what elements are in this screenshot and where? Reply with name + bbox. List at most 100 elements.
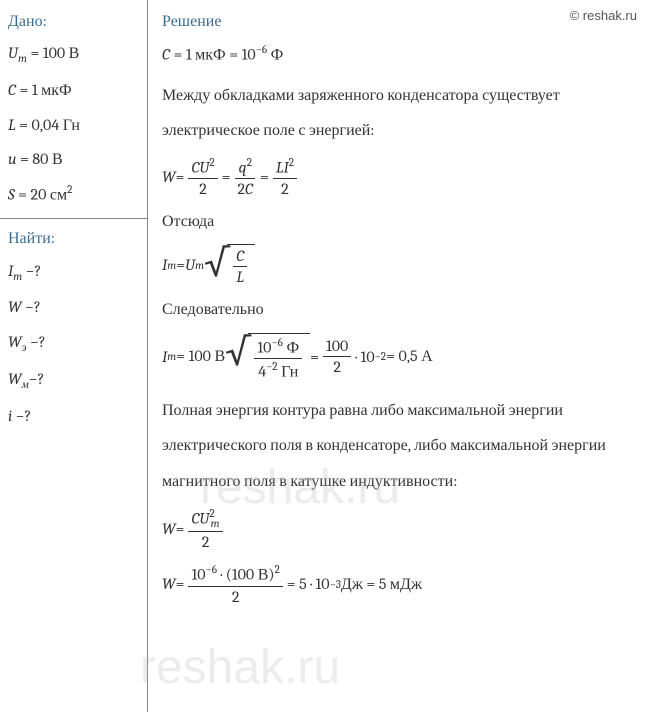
find-wm-q: −? bbox=[29, 370, 45, 388]
cfn: 100 bbox=[323, 337, 351, 357]
eq3: = bbox=[260, 168, 269, 186]
sq2d1: 4 bbox=[258, 362, 266, 380]
cfd: 2 bbox=[330, 357, 344, 376]
f2dc: C bbox=[245, 180, 253, 198]
find-im: Im −? bbox=[8, 260, 137, 285]
frac-1: CU2 2 bbox=[188, 156, 217, 197]
sqrt-frac: C L bbox=[233, 247, 247, 286]
eq4: = bbox=[176, 256, 185, 274]
given-u: u = 80 В bbox=[8, 148, 137, 170]
im-sub1: m bbox=[167, 259, 176, 272]
sq2nsup: −6 bbox=[271, 336, 282, 349]
left-divider bbox=[0, 218, 147, 219]
sq2d2: Гн bbox=[278, 362, 299, 380]
f1s: 2 bbox=[209, 156, 214, 169]
therefore-label: Следовательно bbox=[162, 298, 637, 320]
find-wm-sub: м bbox=[22, 378, 29, 391]
f3-den: 2 bbox=[278, 179, 292, 198]
s-val: = 20 см bbox=[15, 186, 67, 204]
sqrt-2: √ 10−6 Ф 4−2 Гн bbox=[225, 333, 310, 382]
f1-den: 2 bbox=[196, 179, 210, 198]
right-column: Решение C = 1 мкФ = 10−6 Ф Между обкладк… bbox=[148, 0, 649, 712]
left-column: Дано: Um = 100 В C = 1 мкФ L = 0,04 Гн u… bbox=[0, 0, 148, 712]
w-calc: W = 10−6 · (100 В)2 2 = 5 · 10−3 Дж = 5 … bbox=[162, 563, 637, 605]
sql: L bbox=[233, 267, 247, 286]
cms: −2 bbox=[375, 350, 386, 363]
find-we-q: −? bbox=[27, 333, 46, 351]
find-w: W −? bbox=[8, 296, 137, 318]
w-var: W bbox=[162, 168, 176, 186]
f2q: q bbox=[238, 159, 246, 177]
w3-den: 2 bbox=[229, 587, 243, 606]
sqc: C bbox=[233, 247, 247, 267]
w2-frac: CU2m 2 bbox=[188, 507, 222, 552]
w3n1: 10 bbox=[191, 566, 205, 584]
cconv-val: = 1 мкФ = 10 bbox=[170, 46, 256, 64]
given-l: L = 0,04 Гн bbox=[8, 114, 137, 136]
sq2-den: 4−2 Гн bbox=[255, 359, 301, 381]
calc-frac: 100 2 bbox=[323, 337, 351, 376]
hence-label: Отсюда bbox=[162, 210, 637, 232]
find-wm: Wм−? bbox=[8, 368, 137, 393]
find-im-sub: m bbox=[13, 270, 22, 283]
f2d2: 2 bbox=[237, 180, 245, 198]
im-calc: Im = 100 В √ 10−6 Ф 4−2 Гн = 100 2 · 10−… bbox=[162, 333, 637, 382]
watermark-text: © reshak.ru bbox=[570, 8, 637, 23]
eq7: = bbox=[176, 575, 185, 593]
im-sub2: m bbox=[195, 259, 204, 272]
um-sub: m bbox=[18, 53, 27, 66]
eq2: = bbox=[222, 168, 231, 186]
f2-den: 2C bbox=[234, 179, 255, 198]
f1-num: CU2 bbox=[188, 156, 217, 178]
w3e2: Дж = 5 мДж bbox=[341, 575, 422, 594]
find-i-q: −? bbox=[12, 407, 31, 425]
w3ns2: 2 bbox=[274, 563, 279, 576]
w-formula-2: W = CU2m 2 bbox=[162, 507, 637, 552]
l-val: = 0,04 Гн bbox=[16, 116, 80, 134]
frac-2: q 2 2C bbox=[234, 156, 255, 197]
c-conversion: C = 1 мкФ = 10−6 Ф bbox=[162, 42, 637, 66]
find-w-var: W bbox=[8, 298, 22, 316]
given-s: S = 20 см2 bbox=[8, 182, 137, 206]
im-formula: Im = Um √ C L bbox=[162, 244, 637, 286]
w3e1: = 5 · 10 bbox=[287, 575, 330, 593]
s-var: S bbox=[8, 186, 15, 204]
sqrt-1: √ C L bbox=[204, 244, 255, 286]
sq2n1: 10 bbox=[257, 338, 271, 356]
text-block-1: Между обкладками заряженного конденсатор… bbox=[162, 78, 637, 148]
sqrt-sign-1: √ bbox=[204, 244, 229, 286]
sqrt-body-2: 10−6 Ф 4−2 Гн bbox=[248, 333, 310, 382]
sq2-num: 10−6 Ф bbox=[254, 336, 302, 359]
l-var: L bbox=[8, 116, 16, 134]
f3s: 2 bbox=[289, 156, 294, 169]
eq6: = bbox=[176, 520, 185, 538]
sqrt-body-1: C L bbox=[227, 244, 255, 286]
find-im-q: −? bbox=[22, 262, 41, 280]
cr: = 0,5 А bbox=[386, 347, 433, 366]
find-we-var: W bbox=[8, 333, 22, 351]
f3-num: LI2 bbox=[273, 156, 297, 178]
um-var: U bbox=[8, 44, 18, 62]
im-u: U bbox=[185, 256, 195, 274]
w3-num: 10−6 · (100 В)2 bbox=[188, 563, 282, 586]
w2u: U bbox=[199, 509, 209, 527]
given-title: Дано: bbox=[8, 10, 137, 32]
w3s: −3 bbox=[330, 578, 341, 591]
u-var: u bbox=[8, 150, 17, 168]
solution-title: Решение bbox=[162, 10, 637, 32]
eq1: = bbox=[176, 168, 185, 186]
w3-frac: 10−6 · (100 В)2 2 bbox=[188, 563, 282, 605]
c-val: = 1 мкФ bbox=[16, 81, 72, 99]
sq2dsup: −2 bbox=[266, 360, 277, 373]
main-container: Дано: Um = 100 В C = 1 мкФ L = 0,04 Гн u… bbox=[0, 0, 649, 712]
w3ns1: −6 bbox=[206, 563, 217, 576]
w3n2: · (100 В) bbox=[217, 566, 275, 584]
given-um: Um = 100 В bbox=[8, 42, 137, 67]
sq2n2: Ф bbox=[283, 338, 299, 356]
imc-100: = 100 В bbox=[176, 347, 225, 366]
s-sup: 2 bbox=[67, 183, 72, 196]
sqrt-sign-2: √ bbox=[225, 333, 250, 382]
cconv-c: C bbox=[162, 46, 170, 64]
u-val: = 80 В bbox=[17, 150, 63, 168]
frac-3: LI2 2 bbox=[273, 156, 297, 197]
